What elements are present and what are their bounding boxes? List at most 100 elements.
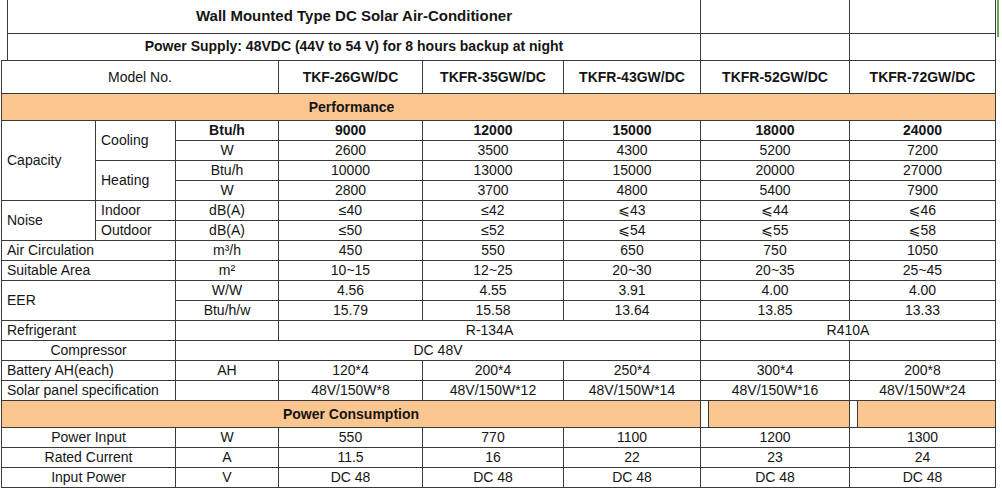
value-cell[interactable]: 24: [850, 448, 996, 468]
value-cell[interactable]: ⩽46: [850, 201, 996, 221]
value-cell[interactable]: 1100: [564, 428, 701, 448]
value-cell[interactable]: ⩽54: [564, 221, 701, 241]
model-cell[interactable]: TKFR-43GW/DC: [564, 61, 701, 94]
value-cell[interactable]: ⩽55: [701, 221, 850, 241]
empty-cell[interactable]: [850, 341, 996, 361]
capacity-label-cell[interactable]: Capacity: [2, 121, 96, 201]
indoor-label-cell[interactable]: Indoor: [96, 201, 176, 221]
outdoor-label-cell[interactable]: Outdoor: [96, 221, 176, 241]
value-cell[interactable]: 1200: [701, 428, 850, 448]
value-cell[interactable]: 15000: [564, 121, 701, 141]
value-cell[interactable]: 12000: [423, 121, 564, 141]
model-label-cell[interactable]: Model No.: [2, 61, 279, 94]
value-cell[interactable]: 18000: [701, 121, 850, 141]
value-cell[interactable]: 4.55: [423, 281, 564, 301]
value-cell[interactable]: 20~35: [701, 261, 850, 281]
model-cell[interactable]: TKFR-52GW/DC: [701, 61, 850, 94]
unit-cell[interactable]: Btu/h/w: [176, 301, 279, 321]
compressor-value-cell[interactable]: DC 48V: [176, 341, 701, 361]
power-supply-cell[interactable]: Power Supply: 48VDC (44V to 54 V) for 8 …: [8, 33, 701, 60]
unit-cell[interactable]: Btu/h: [176, 121, 279, 141]
power-input-label-cell[interactable]: Power Input: [2, 428, 176, 448]
unit-cell[interactable]: Btu/h: [176, 161, 279, 181]
value-cell[interactable]: 48V/150W*8: [279, 381, 423, 401]
value-cell[interactable]: 3500: [423, 141, 564, 161]
refrigerant-label-cell[interactable]: Refrigerant: [2, 321, 176, 341]
value-cell[interactable]: DC 48: [701, 468, 850, 488]
value-cell[interactable]: 200*8: [850, 361, 996, 381]
model-cell[interactable]: TKFR-72GW/DC: [850, 61, 996, 94]
empty-cell[interactable]: [850, 33, 996, 60]
battery-label-cell[interactable]: Battery AH(each): [2, 361, 176, 381]
value-cell[interactable]: 3.91: [564, 281, 701, 301]
unit-cell[interactable]: W: [176, 428, 279, 448]
unit-cell[interactable]: m³/h: [176, 241, 279, 261]
value-cell[interactable]: 650: [564, 241, 701, 261]
value-cell[interactable]: ⩽58: [850, 221, 996, 241]
unit-cell[interactable]: V: [176, 468, 279, 488]
value-cell[interactable]: 4300: [564, 141, 701, 161]
value-cell[interactable]: 48V/150W*24: [850, 381, 996, 401]
value-cell[interactable]: 250*4: [564, 361, 701, 381]
unit-cell[interactable]: AH: [176, 361, 279, 381]
value-cell[interactable]: DC 48: [279, 468, 423, 488]
refrigerant-left-cell[interactable]: R-134A: [279, 321, 701, 341]
value-cell[interactable]: 1300: [850, 428, 996, 448]
value-cell[interactable]: ≤40: [279, 201, 423, 221]
value-cell[interactable]: ⩽43: [564, 201, 701, 221]
value-cell[interactable]: 22: [564, 448, 701, 468]
value-cell[interactable]: 25~45: [850, 261, 996, 281]
value-cell[interactable]: 550: [279, 428, 423, 448]
value-cell[interactable]: 7200: [850, 141, 996, 161]
heating-label-cell[interactable]: Heating: [96, 161, 176, 201]
value-cell[interactable]: 10~15: [279, 261, 423, 281]
unit-cell[interactable]: A: [176, 448, 279, 468]
value-cell[interactable]: 200*4: [423, 361, 564, 381]
refrigerant-right-cell[interactable]: R410A: [701, 321, 996, 341]
value-cell[interactable]: 5400: [701, 181, 850, 201]
value-cell[interactable]: 48V/150W*16: [701, 381, 850, 401]
value-cell[interactable]: 550: [423, 241, 564, 261]
value-cell[interactable]: 9000: [279, 121, 423, 141]
value-cell[interactable]: 23: [701, 448, 850, 468]
value-cell[interactable]: 48V/150W*12: [423, 381, 564, 401]
value-cell[interactable]: 4800: [564, 181, 701, 201]
value-cell[interactable]: 15000: [564, 161, 701, 181]
value-cell[interactable]: 27000: [850, 161, 996, 181]
empty-cell[interactable]: [701, 341, 850, 361]
value-cell[interactable]: 13000: [423, 161, 564, 181]
section-band-cell[interactable]: [701, 401, 850, 428]
compressor-label-cell[interactable]: Compressor: [2, 341, 176, 361]
suitable-area-label-cell[interactable]: Suitable Area: [2, 261, 176, 281]
value-cell[interactable]: 10000: [279, 161, 423, 181]
empty-cell[interactable]: [176, 381, 279, 401]
unit-cell[interactable]: W: [176, 141, 279, 161]
power-consumption-header-cell[interactable]: Power Consumption: [2, 401, 701, 428]
unit-cell[interactable]: m²: [176, 261, 279, 281]
input-power-label-cell[interactable]: Input Power: [2, 468, 176, 488]
value-cell[interactable]: DC 48: [850, 468, 996, 488]
value-cell[interactable]: ≤50: [279, 221, 423, 241]
section-band-cell[interactable]: [850, 401, 996, 428]
air-circulation-label-cell[interactable]: Air Circulation: [2, 241, 176, 261]
value-cell[interactable]: 15.58: [423, 301, 564, 321]
value-cell[interactable]: ≤52: [423, 221, 564, 241]
eer-label-cell[interactable]: EER: [2, 281, 176, 321]
model-cell[interactable]: TKFR-35GW/DC: [423, 61, 564, 94]
value-cell[interactable]: 24000: [850, 121, 996, 141]
value-cell[interactable]: 13.64: [564, 301, 701, 321]
rated-current-label-cell[interactable]: Rated Current: [2, 448, 176, 468]
value-cell[interactable]: 1050: [850, 241, 996, 261]
value-cell[interactable]: ≤42: [423, 201, 564, 221]
value-cell[interactable]: 12~25: [423, 261, 564, 281]
value-cell[interactable]: 5200: [701, 141, 850, 161]
noise-label-cell[interactable]: Noise: [2, 201, 96, 241]
unit-cell[interactable]: W: [176, 181, 279, 201]
value-cell[interactable]: 48V/150W*14: [564, 381, 701, 401]
value-cell[interactable]: 120*4: [279, 361, 423, 381]
unit-cell[interactable]: dB(A): [176, 221, 279, 241]
value-cell[interactable]: 4.00: [701, 281, 850, 301]
value-cell[interactable]: 7900: [850, 181, 996, 201]
value-cell[interactable]: 450: [279, 241, 423, 261]
value-cell[interactable]: 300*4: [701, 361, 850, 381]
